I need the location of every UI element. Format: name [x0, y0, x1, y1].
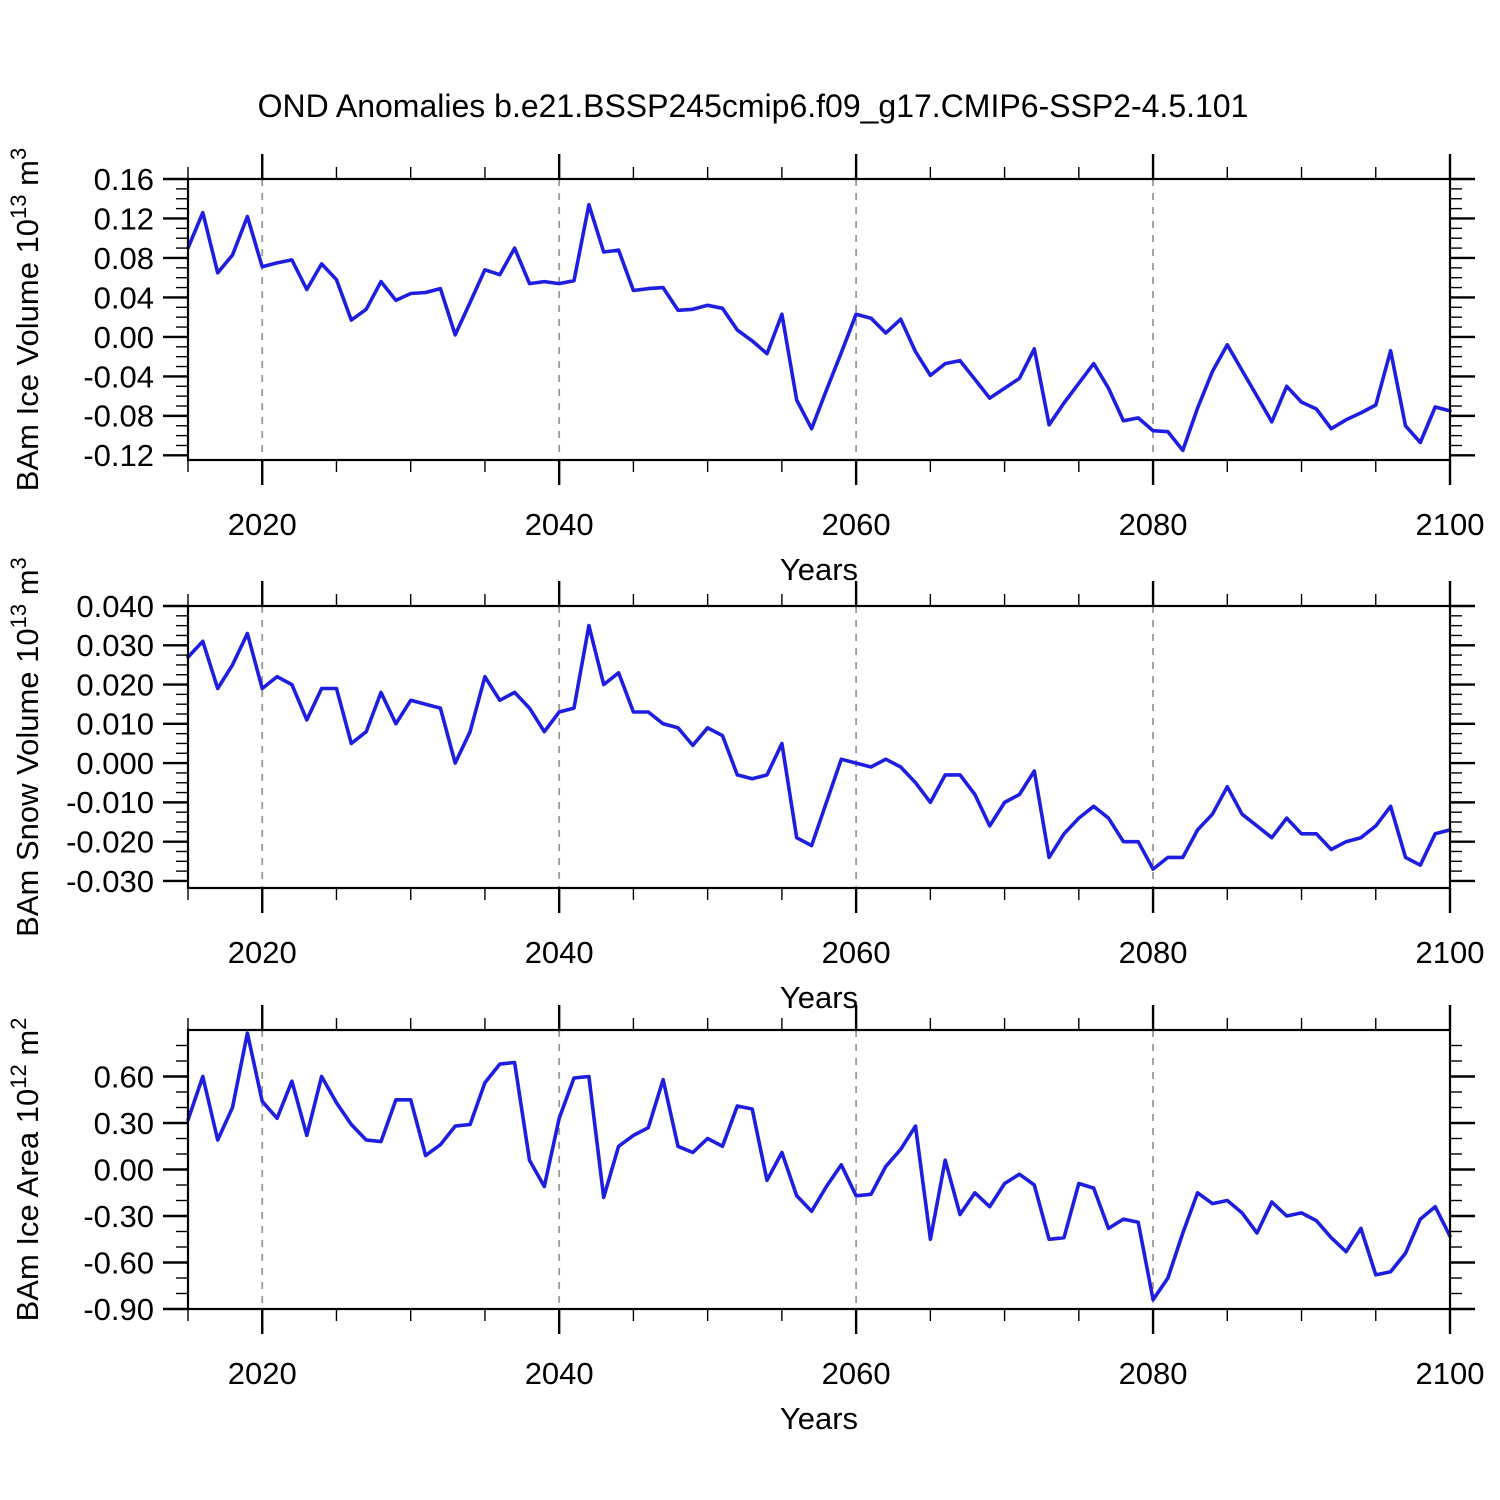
axis-frame [186, 177, 1452, 462]
y-tick-label: 0.020 [76, 667, 154, 702]
y-tick-label: 0.08 [94, 241, 154, 276]
y-tick-label: -0.60 [83, 1245, 154, 1280]
y-tick-label: 0.16 [94, 162, 154, 197]
x-tick-label: 2100 [1416, 1356, 1485, 1391]
x-axis-title: Years [780, 980, 858, 1015]
x-tick-label: 2040 [525, 1356, 594, 1391]
panels: 2020 2040 2060 2080 2100 0.16 0.12 0.08 0.04 0.00… [6, 148, 1484, 1436]
x-tick-label: 2060 [822, 507, 891, 542]
x-axis-title: Years [780, 552, 858, 587]
y-axis-title-ice-volume: BAm Ice Volume 1013 m3 [6, 148, 45, 491]
data-line-ice-volume [186, 202, 1452, 453]
y-tick-label: 0.040 [76, 589, 154, 624]
data-line-ice-area [186, 1031, 1452, 1302]
y-tick-label: 0.00 [94, 320, 154, 355]
y-tick-label: 0.04 [94, 280, 154, 315]
y-tick-label: -0.30 [83, 1199, 154, 1234]
panel-snow-volume: 2020 2040 2060 2080 2100 0.040 0.030 0.020 0.010… [6, 557, 1484, 1015]
y-tick-label: -0.04 [83, 359, 154, 394]
axis-frame [186, 1028, 1452, 1311]
y-tick-label: -0.020 [66, 825, 154, 860]
x-tick-label: 2100 [1416, 507, 1485, 542]
x-tick-label: 2060 [822, 935, 891, 970]
x-tick-label: 2040 [525, 507, 594, 542]
panel-ice-area: 2020 2040 2060 2080 2100 0.60 0.30 0.00 -0.30 -0.… [6, 1005, 1484, 1436]
x-tick-label: 2060 [822, 1356, 891, 1391]
y-axis-title-ice-area: BAm Ice Area 1012 m2 [6, 1018, 45, 1322]
x-tick-label: 2080 [1119, 507, 1188, 542]
y-axis-title-snow-volume: BAm Snow Volume 1013 m3 [6, 557, 45, 937]
y-tick-label: 0.000 [76, 746, 154, 781]
y-tick-label: -0.010 [66, 785, 154, 820]
panel-ice-volume: 2020 2040 2060 2080 2100 0.16 0.12 0.08 0.04 0.00… [6, 148, 1484, 587]
x-tick-label: 2020 [228, 1356, 297, 1391]
y-tick-label: -0.08 [83, 399, 154, 434]
x-tick-label: 2100 [1416, 935, 1485, 970]
y-tick-label: -0.12 [83, 438, 154, 473]
y-tick-label: 0.12 [94, 201, 154, 236]
x-tick-label: 2040 [525, 935, 594, 970]
y-tick-label: 0.030 [76, 628, 154, 663]
y-tick-label: -0.030 [66, 864, 154, 899]
x-axis-title: Years [780, 1401, 858, 1436]
y-tick-label: 0.010 [76, 707, 154, 742]
y-tick-label: 0.60 [94, 1059, 154, 1094]
x-tick-label: 2020 [228, 935, 297, 970]
x-tick-label: 2080 [1119, 1356, 1188, 1391]
figure-title: OND Anomalies b.e21.BSSP245cmip6.f09_g17… [258, 88, 1249, 124]
x-tick-label: 2080 [1119, 935, 1188, 970]
y-tick-label: 0.00 [94, 1152, 154, 1187]
axis-frame [186, 604, 1452, 890]
data-line-snow-volume [186, 623, 1452, 871]
x-tick-label: 2020 [228, 507, 297, 542]
y-tick-label: 0.30 [94, 1106, 154, 1141]
y-tick-label: -0.90 [83, 1292, 154, 1327]
